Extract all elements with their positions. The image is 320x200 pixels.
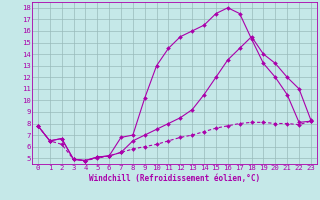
- X-axis label: Windchill (Refroidissement éolien,°C): Windchill (Refroidissement éolien,°C): [89, 174, 260, 183]
